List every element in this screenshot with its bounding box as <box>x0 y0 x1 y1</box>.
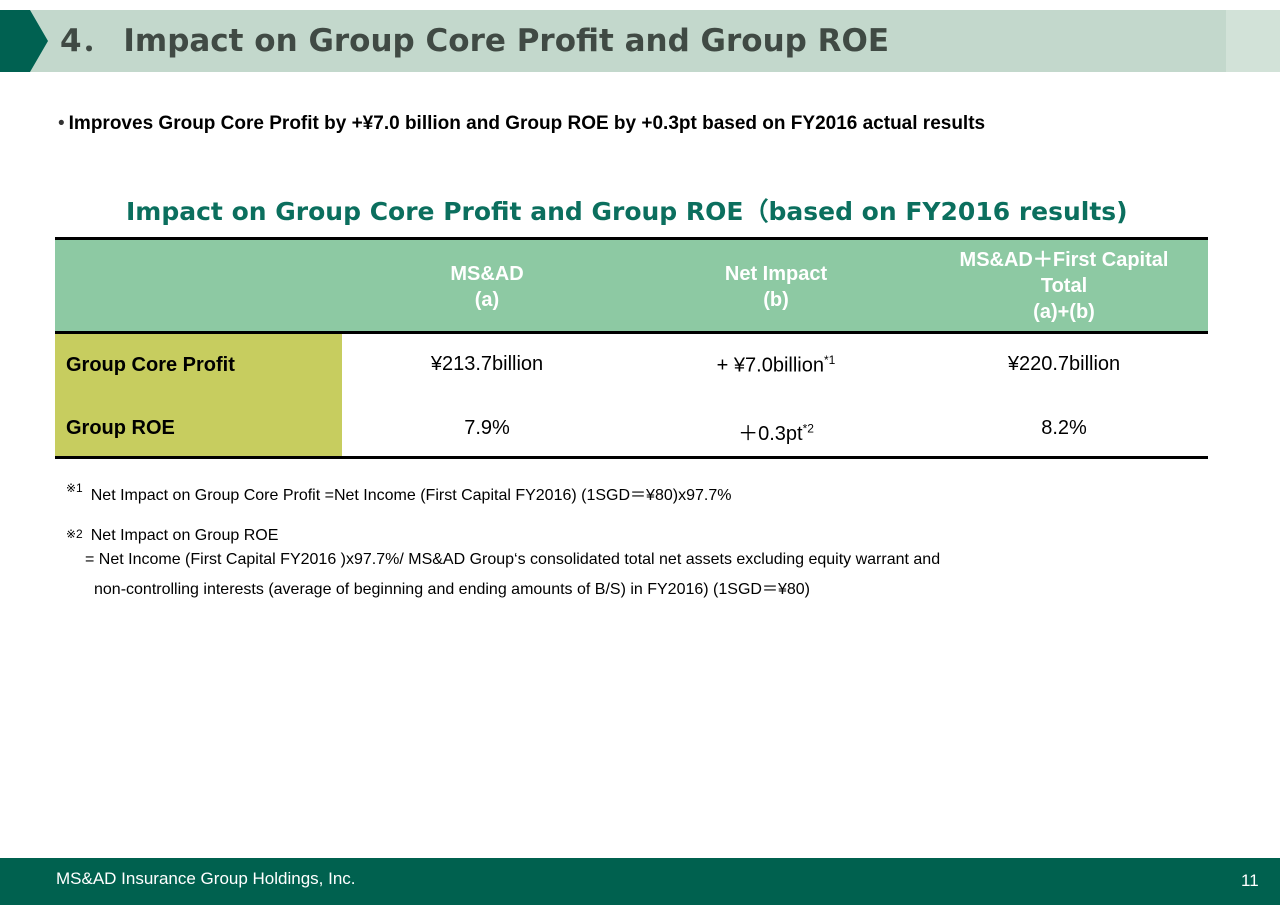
table-bottom-rule <box>55 456 1208 459</box>
title-bar <box>0 10 1280 72</box>
cell-roe-net-impact-value: ＋0.3pt <box>738 423 803 445</box>
summary-bullet: • Improves Group Core Profit by +¥7.0 bil… <box>58 113 985 135</box>
footnote-2: ※2 Net Impact on Group ROE <box>66 527 278 545</box>
header-msad: MS&AD (a) <box>342 261 632 313</box>
table-top-rule <box>55 237 1208 240</box>
header-msad-label: MS&AD <box>450 263 524 285</box>
slide-title: 4． Impact on Group Core Profit and Group… <box>60 23 890 59</box>
footnote-1-text: Net Impact on Group Core Profit =Net Inc… <box>90 487 732 504</box>
footnote-2-title: Net Impact on Group ROE <box>90 527 279 544</box>
row-label-core-profit: Group Core Profit <box>55 334 342 395</box>
footnote-ref-2: *2 <box>802 421 814 436</box>
header-net-impact: Net Impact (b) <box>632 261 920 313</box>
table-header-row <box>55 240 1208 331</box>
page-number: 11 <box>1241 871 1259 890</box>
header-net-impact-label: Net Impact <box>724 263 828 285</box>
header-net-impact-sub: (b) <box>763 289 789 311</box>
footnote-1: ※1 Net Impact on Group Core Profit =Net I… <box>66 481 731 505</box>
cell-roe-total: 8.2% <box>1041 417 1087 439</box>
title-bar-end-strip <box>1226 10 1280 72</box>
cell-roe-net-impact: ＋0.3pt*2 <box>632 417 920 446</box>
summary-bullet-text: Improves Group Core Profit by +¥7.0 bill… <box>68 113 986 134</box>
footer-company-name: MS&AD Insurance Group Holdings, Inc. <box>56 869 356 888</box>
row-label-core-profit-text: Group Core Profit <box>66 354 235 376</box>
footer-bar <box>0 858 1280 905</box>
cell-core-profit-msad: ¥213.7billion <box>430 353 544 375</box>
cell-roe-msad: 7.9% <box>464 417 510 439</box>
cell-core-profit-net-impact: + ¥7.0billion*1 <box>632 353 920 378</box>
footnote-2-line-1: = Net Income (First Capital FY2016 )x97.… <box>85 551 941 568</box>
footnote-2-line-2: non-controlling interests (average of be… <box>94 581 810 598</box>
table-header-rule <box>55 331 1208 334</box>
cell-core-profit-net-impact-value: + ¥7.0billion <box>716 354 824 377</box>
header-total-sub: Total <box>1040 275 1088 297</box>
header-msad-sub: (a) <box>474 289 500 311</box>
header-total-formula: (a)+(b) <box>1033 301 1095 323</box>
row-label-roe-text: Group ROE <box>66 417 175 439</box>
bullet-dot: • <box>58 113 65 134</box>
cell-core-profit-total: ¥220.7billion <box>1007 353 1121 375</box>
row-label-roe: Group ROE <box>55 395 342 456</box>
footnote-ref-1: *1 <box>823 353 836 367</box>
footnote-1-mark: ※1 <box>66 481 83 495</box>
header-total: MS&AD＋First Capital Total (a)+(b) <box>920 247 1208 325</box>
footnote-2-mark: ※2 <box>66 527 83 541</box>
table-title: Impact on Group Core Profit and Group RO… <box>126 197 1128 226</box>
header-total-label: MS&AD＋First Capital <box>959 249 1169 271</box>
